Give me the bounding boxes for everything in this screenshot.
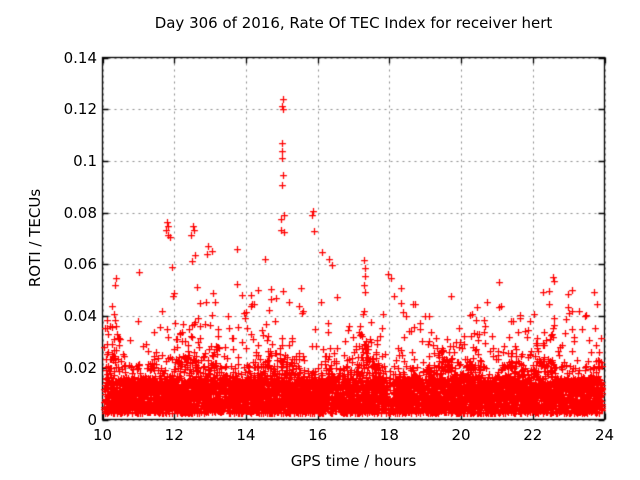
x-tick-label: 14 (236, 426, 256, 444)
x-tick-label: 22 (523, 426, 543, 444)
y-tick-label: 0.08 (63, 203, 97, 222)
y-tick-label: 0.04 (63, 307, 97, 326)
y-tick-label: 0.02 (63, 358, 97, 377)
y-tick-label: 0.1 (73, 151, 97, 170)
y-tick-label: 0.06 (63, 255, 97, 274)
x-tick-label: 10 (92, 426, 113, 444)
x-tick-label: 18 (379, 426, 399, 444)
x-axis-label: GPS time / hours (290, 452, 417, 470)
x-tick-label: 20 (451, 426, 471, 444)
x-tick-label: 12 (164, 426, 184, 444)
x-tick-label: 16 (308, 426, 328, 444)
y-tick-label: 0.12 (63, 100, 97, 119)
chart-title: Day 306 of 2016, Rate Of TEC Index for r… (154, 14, 553, 32)
y-tick-label: 0 (87, 410, 97, 429)
x-tick-label: 24 (594, 426, 615, 444)
y-tick-label: 0.14 (63, 48, 97, 67)
